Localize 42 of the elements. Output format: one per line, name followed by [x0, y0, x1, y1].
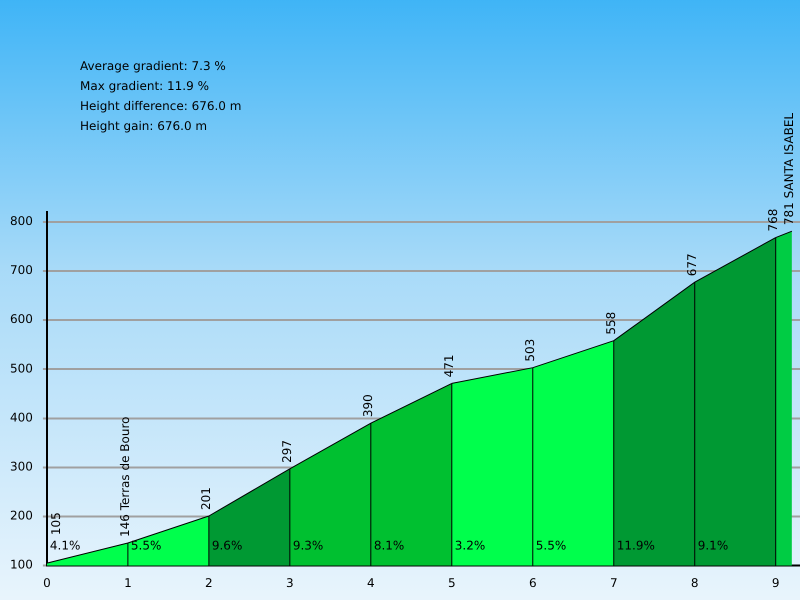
annotation: 5.5% — [536, 538, 566, 553]
y-tick-label: 600 — [10, 312, 33, 326]
x-tick-label: 5 — [448, 576, 456, 590]
data-label: 105 — [49, 512, 64, 536]
annotation: 9.6% — [212, 538, 242, 553]
x-tick-label: 8 — [690, 576, 699, 590]
annotation: 9.1% — [698, 538, 728, 553]
x-tick-label: 1 — [124, 576, 132, 590]
data-label: 201 — [198, 487, 213, 510]
y-tick-label: 500 — [10, 361, 33, 376]
data-label: 781 SANTA ISABEL — [782, 112, 796, 226]
y-tick-label: 200 — [10, 508, 33, 523]
text: Height difference: 676.0 m — [80, 99, 242, 113]
x-tick-label: 9 — [772, 576, 780, 590]
text: Average gradient: 7.3 % — [80, 59, 226, 73]
data-label: 297 — [280, 440, 294, 463]
data-label: 768 — [766, 208, 780, 232]
y-tick-label: 800 — [10, 214, 33, 228]
data-label: 390 — [360, 394, 375, 418]
y-tick-label: 100 — [10, 558, 33, 572]
y-tick-label: 400 — [10, 410, 33, 424]
data-label: 146 Terras de Bouro — [118, 416, 132, 538]
data-label: 558 — [604, 312, 618, 335]
annotation: 9.3% — [292, 538, 324, 553]
annotation: 8.1% — [374, 538, 404, 553]
text: Height gain: 676.0 m — [80, 119, 208, 133]
x-tick-label: 6 — [528, 576, 537, 590]
x-tick-label: 2 — [205, 576, 213, 590]
data-label: 503 — [522, 338, 537, 362]
x-tick-label: 4 — [366, 576, 375, 590]
annotation: 4.1% — [50, 538, 80, 553]
text: Max gradient: 11.9 % — [80, 79, 209, 93]
annotation: 5.5% — [130, 538, 162, 553]
data-label: 677 — [684, 253, 699, 276]
data-label: 471 — [442, 354, 456, 378]
x-tick-label: 3 — [286, 576, 294, 590]
y-tick-label: 300 — [10, 460, 33, 474]
annotation: 11.9% — [616, 538, 655, 553]
x-tick-label: 0 — [43, 576, 51, 590]
annotation: 3.2% — [454, 538, 486, 553]
y-tick-label: 700 — [10, 263, 33, 278]
x-tick-label: 7 — [610, 576, 618, 590]
